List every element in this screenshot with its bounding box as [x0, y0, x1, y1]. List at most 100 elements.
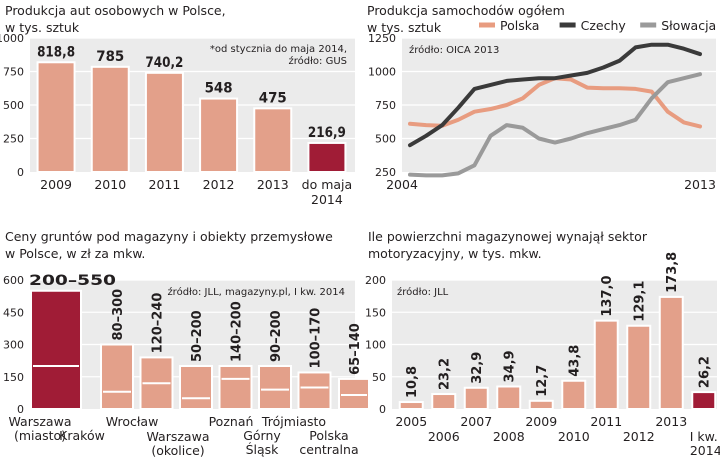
- production-bar: [253, 107, 293, 173]
- oica-series-line: [408, 72, 702, 178]
- land-source-label: źródło: JLL, magazyny.pl, I kw. 2014: [167, 286, 345, 298]
- leased-value-label: 23,2: [438, 358, 453, 390]
- oica-y-tick-label: 750: [375, 99, 396, 112]
- leased-value-label: 12,7: [535, 365, 550, 397]
- land-title-line1: Ceny gruntów pod magazyny i obiekty prze…: [5, 229, 333, 244]
- production-y-tick-label: 750: [3, 66, 24, 79]
- oica-series-line: [408, 42, 702, 148]
- land-range-label: 100–170: [309, 308, 324, 369]
- oica-y-tick-label: 500: [375, 133, 396, 146]
- leased-space-bar-chart: 0 50 100 150 200 źródło: JLL 10,8 2005 23,2 2006 3…: [365, 252, 720, 458]
- production-value-label: 475: [259, 90, 287, 106]
- leased-x-label: 2013: [655, 414, 687, 429]
- land-x-label: Górny: [243, 428, 281, 443]
- land-range-bar: [218, 365, 253, 410]
- leased-value-label: 43,8: [568, 345, 583, 377]
- production-x-label: 2010: [94, 177, 126, 192]
- production-note-line1: *od stycznia do maja 2014,: [210, 44, 347, 55]
- land-x-label: Warszawa: [9, 414, 72, 429]
- oica-title-line2: w tys. sztuk: [367, 20, 442, 35]
- production-bar: [199, 97, 239, 173]
- leased-y-tick-label: 150: [365, 306, 386, 319]
- land-range-bar: [297, 371, 332, 410]
- oica-legend-label: Słowacja: [661, 18, 716, 33]
- oica-legend-label: Czechy: [581, 18, 627, 33]
- leased-y-tick-label: 50: [372, 371, 386, 384]
- leased-bar: [561, 379, 587, 410]
- leased-space-title: Ile powierzchni magazynowej wynajął sekt…: [368, 228, 647, 262]
- land-range-label: 120–240: [151, 293, 166, 354]
- production-y-tick-label: 250: [3, 133, 24, 146]
- leased-source-label: źródło: JLL: [397, 286, 449, 298]
- production-bar: [36, 61, 76, 173]
- production-x-label: 2013: [257, 177, 289, 192]
- leased-x-label: 2007: [460, 414, 492, 429]
- leased-x-label: 2012: [623, 429, 655, 444]
- oica-y-tick-label: 1000: [368, 66, 396, 79]
- oica-chart-panel: Produkcja samochodów ogółem w tys. sztuk…: [362, 0, 720, 215]
- leased-y-tick-label: 0: [379, 403, 386, 416]
- production-title-line1: Produkcja aut osobowych w Polsce,: [5, 3, 226, 18]
- land-x-label-line2: (okolice): [151, 443, 204, 458]
- production-y-tick-label: 0: [17, 166, 24, 179]
- leased-x-label: 2008: [493, 429, 525, 444]
- production-chart-title: Produkcja aut osobowych w Polsce, w tys.…: [5, 2, 226, 36]
- production-value-label: 818,8: [37, 44, 75, 60]
- leased-bar: [626, 324, 652, 410]
- leased-bar: [431, 393, 457, 410]
- leased-x-label: 2010: [558, 429, 590, 444]
- land-x-label-line2: Śląsk: [246, 442, 280, 457]
- leased-title-line2: motoryzacyjny, w tys. mkw.: [368, 246, 542, 261]
- land-range-label: 80–300: [111, 289, 126, 341]
- land-range-label: 200–550: [29, 273, 116, 289]
- land-x-label: Polska: [309, 428, 348, 443]
- land-x-label: Warszawa: [147, 429, 210, 444]
- land-y-tick-label: 450: [3, 306, 24, 319]
- production-y-tick-label: 1000: [0, 32, 24, 45]
- production-x-label: 2009: [40, 177, 72, 192]
- oica-title-line1: Produkcja samochodów ogółem: [367, 3, 565, 18]
- leased-x-label-line2: 2014: [690, 443, 720, 458]
- leased-value-label: 26,2: [698, 356, 713, 388]
- leased-bar: [528, 399, 554, 411]
- land-y-tick-label: 600: [3, 274, 24, 287]
- oica-source-label: źródło: OICA 2013: [409, 44, 499, 56]
- production-bar: [90, 65, 130, 173]
- leased-value-label: 129,1: [633, 281, 648, 322]
- leased-value-label: 173,8: [665, 252, 680, 293]
- land-x-label: Poznań: [209, 414, 254, 429]
- land-range-bar: [258, 365, 292, 410]
- production-note-line2: źródło: GUS: [288, 55, 347, 67]
- oica-chart-title: Produkcja samochodów ogółem w tys. sztuk: [367, 2, 565, 36]
- leased-bar: [398, 401, 424, 410]
- oica-y-tick-label: 1250: [368, 32, 396, 45]
- production-bar-chart: 0 250 500 750 1000 *od stycznia do maja 2014,…: [0, 32, 355, 207]
- oica-y-tick-label: 250: [375, 166, 396, 179]
- leased-bar: [658, 295, 684, 410]
- land-range-bar: [30, 289, 82, 410]
- production-x-label-line2: 2014: [311, 192, 343, 207]
- leased-bar: [496, 385, 522, 411]
- leased-value-label: 32,9: [470, 352, 485, 384]
- land-range-bar: [338, 377, 370, 410]
- production-value-label: 548: [205, 81, 233, 97]
- leased-bar: [593, 319, 619, 410]
- production-value-label: 740,2: [145, 55, 183, 71]
- land-y-tick-label: 0: [17, 403, 24, 416]
- production-chart-panel: Produkcja aut osobowych w Polsce, w tys.…: [0, 0, 358, 215]
- leased-x-label: 2009: [525, 414, 557, 429]
- leased-bar: [691, 391, 717, 410]
- oica-x-label-end: 2013: [684, 177, 716, 192]
- oica-line-chart: 250 500 750 1000 1250 źródło: OICA 2013Polska…: [368, 18, 716, 192]
- production-bar: [307, 141, 347, 173]
- oica-x-label-start: 2004: [386, 177, 418, 192]
- land-x-label: Trójmiasto: [261, 414, 326, 429]
- land-range-label: 50–200: [190, 310, 205, 362]
- production-x-label: 2012: [203, 177, 235, 192]
- land-range-bar: [100, 343, 134, 410]
- leased-y-tick-label: 200: [365, 274, 386, 287]
- land-range-label: 90–200: [269, 310, 284, 362]
- leased-x-label: 2006: [428, 429, 460, 444]
- land-x-label-line2: (miasto): [14, 428, 66, 443]
- production-title-line2: w tys. sztuk: [5, 20, 80, 35]
